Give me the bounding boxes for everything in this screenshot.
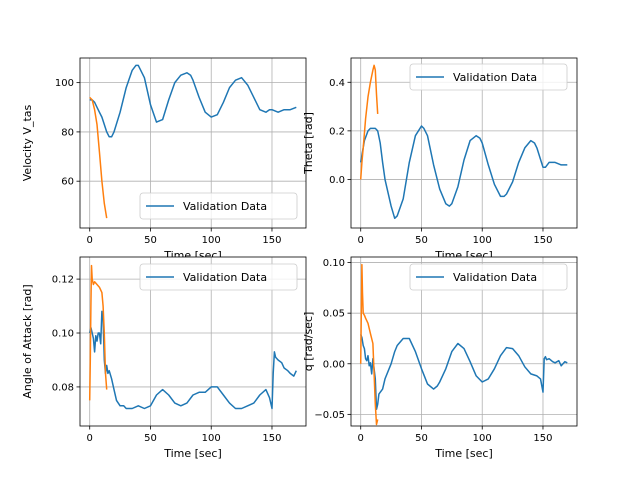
series-line-validation-data — [89, 64, 297, 138]
legend-box — [139, 263, 298, 291]
panel-4: 0 50 100 150 −0.05 0.00 0.05 0.10 Time [sec] q [r… — [302, 256, 578, 460]
axes-frame — [350, 57, 578, 229]
x-tick-label: 0 — [87, 433, 93, 444]
y-tick-label: 0.4 — [329, 78, 345, 89]
legend-box — [409, 63, 568, 91]
y-tick-label: 0.2 — [329, 126, 345, 137]
y-tick-label: −0.05 — [314, 410, 345, 421]
legend-label: Validation Data — [183, 200, 267, 213]
x-axis-label: Time [sec] — [163, 447, 222, 460]
panel-3: 0 50 100 150 0.08 0.10 0.12 Time [sec] Angle of … — [21, 256, 307, 460]
y-tick-label: 0.12 — [52, 275, 74, 286]
series-line-validation-data — [88, 310, 297, 410]
legend-label: Validation Data — [183, 271, 267, 284]
x-tick-label: 100 — [202, 433, 221, 444]
axes-frame — [350, 256, 578, 427]
series-line-model-output — [359, 263, 379, 426]
y-tick-label: 0.10 — [323, 258, 345, 269]
x-tick-label: 0 — [358, 235, 364, 246]
x-tick-label: 50 — [144, 235, 157, 246]
x-tick-label: 50 — [144, 433, 157, 444]
x-tick-label: 100 — [473, 433, 492, 444]
legend: Validation Data — [139, 263, 298, 291]
series-line-validation-data — [359, 125, 568, 220]
series-line-model-output — [359, 64, 379, 180]
y-axis-label: Angle of Attack [rad] — [21, 284, 34, 398]
series-line-model-output — [88, 264, 108, 401]
x-axis-label: Time [sec] — [434, 447, 493, 460]
x-tick-label: 150 — [533, 433, 552, 444]
x-tick-label: 100 — [473, 235, 492, 246]
legend: Validation Data — [409, 263, 568, 291]
y-tick-label: 0.10 — [52, 329, 74, 340]
y-tick-label: 100 — [55, 78, 74, 89]
x-tick-label: 150 — [533, 235, 552, 246]
y-tick-label: 0.0 — [329, 175, 345, 186]
y-tick-label: 60 — [61, 177, 74, 188]
y-tick-label: 80 — [61, 127, 74, 138]
x-tick-label: 0 — [358, 433, 364, 444]
legend-label: Validation Data — [453, 271, 537, 284]
legend-label: Validation Data — [453, 71, 537, 84]
x-tick-label: 100 — [202, 235, 221, 246]
x-tick-label: 150 — [262, 235, 281, 246]
legend: Validation Data — [409, 63, 568, 91]
y-axis-label: Velocity V_tas — [21, 105, 34, 182]
legend-box — [409, 263, 568, 291]
axes-frame — [79, 256, 307, 427]
y-axis-label: q [rad/sec] — [302, 312, 315, 372]
y-tick-label: 0.08 — [52, 382, 74, 393]
y-axis-label: Theta [rad] — [302, 112, 315, 175]
x-tick-label: 50 — [415, 235, 428, 246]
x-tick-label: 50 — [415, 433, 428, 444]
series-line-validation-data — [360, 334, 568, 411]
y-tick-label: 0.00 — [323, 359, 345, 370]
x-tick-label: 150 — [262, 433, 281, 444]
series-line-model-output — [89, 96, 108, 219]
x-tick-label: 0 — [87, 235, 93, 246]
legend: Validation Data — [139, 192, 298, 220]
y-tick-label: 0.05 — [323, 309, 345, 320]
legend-box — [139, 192, 298, 220]
axes-frame — [79, 57, 307, 229]
